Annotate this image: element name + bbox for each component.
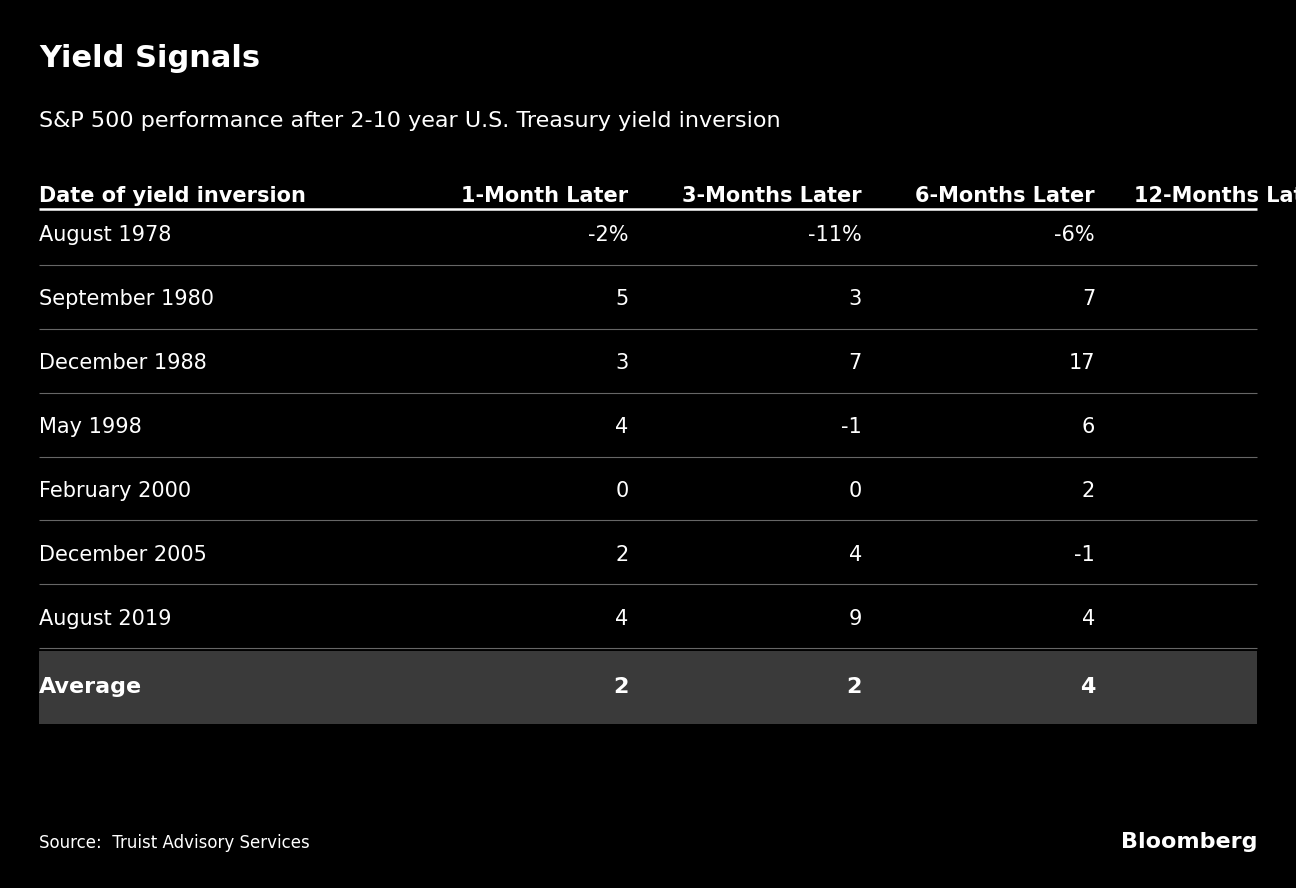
Text: 7: 7 — [1082, 289, 1095, 309]
Text: 4: 4 — [1082, 609, 1095, 629]
Text: Source:  Truist Advisory Services: Source: Truist Advisory Services — [39, 835, 310, 852]
Text: 2: 2 — [613, 678, 629, 697]
Text: 17: 17 — [1069, 353, 1095, 373]
Text: -1: -1 — [841, 417, 862, 437]
Text: September 1980: September 1980 — [39, 289, 214, 309]
Text: 5: 5 — [616, 289, 629, 309]
Text: Yield Signals: Yield Signals — [39, 44, 260, 74]
Text: May 1998: May 1998 — [39, 417, 141, 437]
Text: -6%: -6% — [1055, 226, 1095, 245]
Text: 2: 2 — [616, 545, 629, 565]
Text: 7: 7 — [849, 353, 862, 373]
Text: -2%: -2% — [588, 226, 629, 245]
Text: August 2019: August 2019 — [39, 609, 171, 629]
Text: 3: 3 — [849, 289, 862, 309]
Text: Date of yield inversion: Date of yield inversion — [39, 186, 306, 207]
Text: 1-Month Later: 1-Month Later — [461, 186, 629, 207]
Text: 6: 6 — [1082, 417, 1095, 437]
Text: 2: 2 — [1082, 481, 1095, 501]
Text: 12-Months Later: 12-Months Later — [1134, 186, 1296, 207]
Text: 4: 4 — [616, 609, 629, 629]
Text: Bloomberg: Bloomberg — [1121, 832, 1257, 852]
Text: 4: 4 — [616, 417, 629, 437]
Text: August 1978: August 1978 — [39, 226, 171, 245]
Text: 4: 4 — [849, 545, 862, 565]
Text: S&P 500 performance after 2-10 year U.S. Treasury yield inversion: S&P 500 performance after 2-10 year U.S.… — [39, 111, 780, 131]
Text: 3-Months Later: 3-Months Later — [682, 186, 862, 207]
Text: 3: 3 — [616, 353, 629, 373]
Text: 4: 4 — [1080, 678, 1095, 697]
Text: 2: 2 — [846, 678, 862, 697]
Text: February 2000: February 2000 — [39, 481, 191, 501]
Text: Average: Average — [39, 678, 143, 697]
Text: December 2005: December 2005 — [39, 545, 207, 565]
Text: 0: 0 — [849, 481, 862, 501]
Text: 0: 0 — [616, 481, 629, 501]
Text: -11%: -11% — [809, 226, 862, 245]
Text: -1: -1 — [1074, 545, 1095, 565]
Text: 9: 9 — [849, 609, 862, 629]
Bar — [39, 651, 1257, 724]
Text: December 1988: December 1988 — [39, 353, 206, 373]
Text: 6-Months Later: 6-Months Later — [915, 186, 1095, 207]
